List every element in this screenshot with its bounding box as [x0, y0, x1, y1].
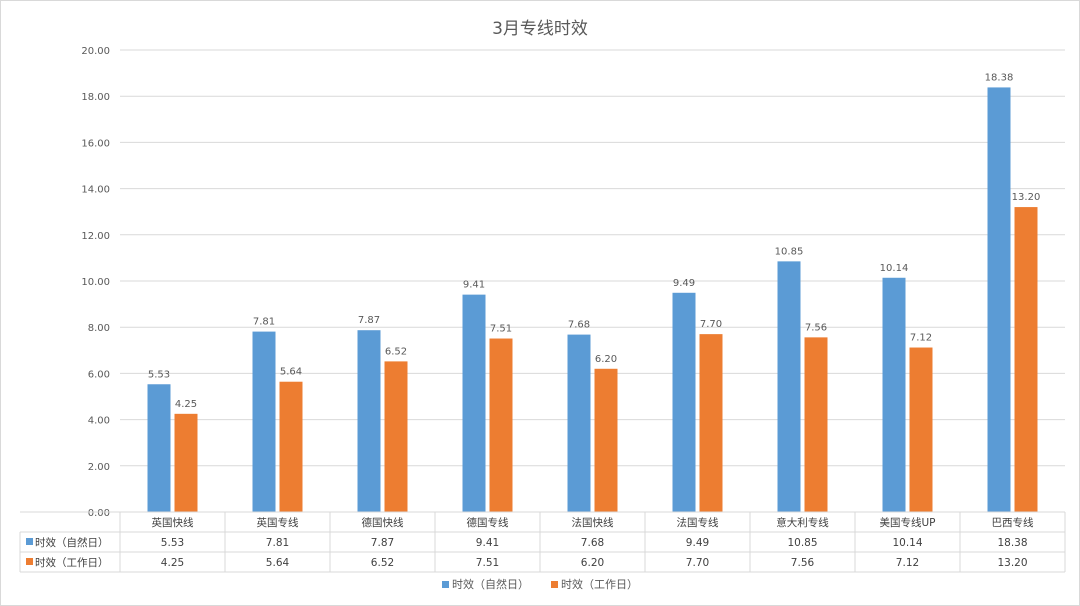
table-series-name: 时效（工作日）	[35, 556, 109, 569]
bar	[882, 277, 906, 512]
y-tick-label: 4.00	[88, 416, 110, 427]
bar	[279, 381, 303, 512]
category-label: 法国快线	[572, 516, 614, 529]
data-label: 9.41	[463, 280, 485, 291]
data-table: 英国快线 英国专线 德国快线 德国专线 法国快线 法国专线 意大利专线 美国专线UP 巴西专线时…	[19, 511, 1066, 573]
legend-label: 时效（自然日）	[452, 578, 529, 591]
y-tick-label: 14.00	[81, 185, 110, 196]
data-label: 10.85	[775, 246, 804, 257]
bar	[594, 368, 618, 512]
category-label: 德国专线	[467, 516, 509, 529]
legend-label: 时效（工作日）	[561, 578, 638, 591]
table-value: 7.87	[371, 537, 394, 549]
bar	[252, 331, 276, 512]
category-label: 英国快线	[152, 516, 194, 529]
data-label: 10.14	[880, 263, 909, 274]
category-label: 巴西专线	[992, 516, 1034, 529]
data-label: 9.49	[673, 278, 695, 289]
table-value: 6.52	[371, 557, 394, 569]
y-tick-label: 0.00	[88, 508, 110, 519]
table-value: 18.38	[997, 537, 1027, 549]
bar	[567, 334, 591, 512]
bar	[777, 261, 801, 512]
y-tick-label: 20.00	[81, 46, 110, 57]
data-label: 7.68	[568, 320, 590, 331]
bar	[147, 384, 171, 512]
table-value: 7.81	[266, 537, 289, 549]
category-label: 德国快线	[362, 516, 404, 529]
category-label: 英国专线	[257, 516, 299, 529]
y-tick-label: 12.00	[81, 231, 110, 242]
table-value: 13.20	[997, 557, 1027, 569]
data-label: 7.81	[253, 317, 275, 328]
data-label: 7.56	[805, 322, 827, 333]
category-label: 美国专线UP	[879, 516, 935, 529]
table-value: 6.20	[581, 557, 604, 569]
data-label: 4.25	[175, 399, 197, 410]
table-value: 10.14	[892, 537, 922, 549]
gridlines	[120, 49, 1065, 467]
y-tick-label: 6.00	[88, 369, 110, 380]
bar	[384, 361, 408, 512]
table-value: 7.56	[791, 557, 815, 569]
bar	[699, 334, 723, 512]
table-value: 5.53	[161, 537, 184, 549]
bar	[357, 330, 381, 512]
y-tick-label: 2.00	[88, 462, 110, 473]
table-value: 9.41	[476, 537, 499, 549]
table-value: 7.12	[896, 557, 919, 569]
bar	[462, 294, 486, 512]
table-legend-swatch	[26, 558, 33, 565]
data-label: 18.38	[985, 72, 1014, 83]
table-legend-swatch	[26, 538, 33, 545]
y-tick-label: 16.00	[81, 138, 110, 149]
data-label: 7.70	[700, 319, 722, 330]
y-tick-label: 8.00	[88, 323, 110, 334]
data-label: 5.53	[148, 369, 170, 380]
table-value: 9.49	[686, 537, 709, 549]
y-tick-label: 10.00	[81, 277, 110, 288]
table-value: 4.25	[161, 557, 184, 569]
bar	[909, 347, 933, 512]
table-value: 7.68	[581, 537, 604, 549]
legend-swatch-orange	[551, 580, 558, 588]
bar	[804, 337, 828, 512]
bars	[147, 87, 1038, 512]
data-label: 13.20	[1012, 192, 1041, 203]
data-label: 5.64	[280, 367, 302, 378]
category-label: 意大利专线	[776, 516, 829, 529]
y-axis-ticks: 0.00 2.00 4.00 6.00 8.00 10.00 12.00 14.00 16.00…	[81, 46, 110, 519]
data-label: 6.52	[385, 346, 407, 357]
legend-swatch-blue	[442, 580, 449, 588]
y-tick-label: 18.00	[81, 92, 110, 103]
category-label: 法国专线	[677, 516, 719, 529]
data-label: 7.51	[490, 324, 512, 335]
bar	[987, 87, 1011, 512]
table-value: 10.85	[787, 537, 817, 549]
bar	[489, 338, 513, 512]
table-value: 7.70	[686, 557, 709, 569]
bar	[1014, 207, 1038, 512]
table-series-name: 时效（自然日）	[35, 536, 109, 549]
legend-item-natural-days: 时效（自然日）	[442, 576, 529, 592]
table-value: 7.51	[476, 557, 499, 569]
chart-title: 3月专线时效	[492, 19, 588, 39]
bar	[174, 413, 198, 512]
data-labels: 5.53 7.81 7.87 9.41 7.68 9.49 10.85 10.14 18.38 4…	[148, 72, 1040, 409]
data-label: 7.87	[358, 315, 380, 326]
data-label: 6.20	[595, 354, 617, 365]
bar	[672, 292, 696, 512]
legend-item-working-days: 时效（工作日）	[551, 576, 638, 592]
table-value: 5.64	[266, 557, 290, 569]
data-label: 7.12	[910, 333, 932, 344]
legend: 时效（自然日） 时效（工作日）	[0, 576, 1080, 592]
